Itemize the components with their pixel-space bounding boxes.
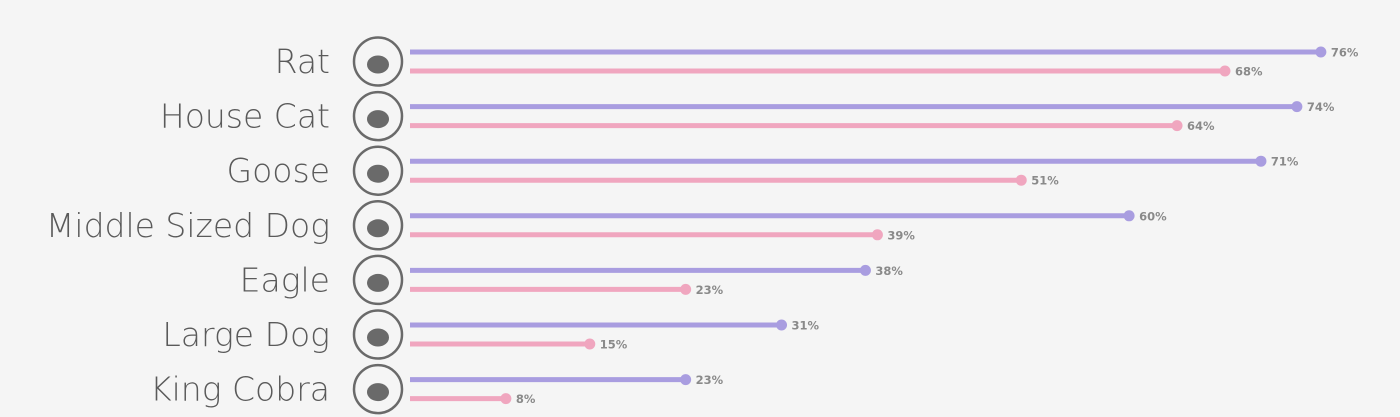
animal-icon-ring bbox=[352, 363, 404, 415]
category-label: Middle Sized Dog bbox=[46, 206, 330, 245]
animal-icon bbox=[367, 55, 389, 74]
animal-icon-ring bbox=[352, 309, 404, 360]
value-label: 15% bbox=[600, 338, 628, 352]
value-label: 51% bbox=[1031, 174, 1059, 188]
animal-icon bbox=[367, 383, 389, 402]
category-label: Rat bbox=[275, 42, 330, 81]
lollipop-dot bbox=[1123, 210, 1135, 222]
value-label: 71% bbox=[1271, 155, 1299, 169]
animal-icon bbox=[367, 328, 389, 347]
category-label: Eagle bbox=[240, 260, 330, 299]
value-label: 23% bbox=[696, 283, 724, 297]
value-label: 31% bbox=[792, 319, 820, 333]
lollipop-dot bbox=[1255, 155, 1267, 167]
lollipop-dot bbox=[680, 283, 692, 295]
lollipop-dot bbox=[871, 229, 883, 241]
lollipop-dot bbox=[1315, 46, 1327, 58]
lollipop-dot bbox=[1171, 120, 1183, 132]
animal-icon bbox=[367, 273, 389, 292]
animal-icon bbox=[367, 164, 389, 183]
category-label: Large Dog bbox=[162, 315, 330, 354]
animal-icon bbox=[367, 219, 389, 238]
value-label: 39% bbox=[887, 228, 915, 242]
value-label: 8% bbox=[516, 392, 536, 406]
value-label: 74% bbox=[1307, 100, 1335, 114]
animal-icon-ring bbox=[352, 200, 404, 251]
value-label: 23% bbox=[696, 373, 724, 387]
animal-icon-ring bbox=[352, 254, 404, 306]
animal-icon-ring bbox=[352, 36, 404, 87]
value-label: 76% bbox=[1331, 46, 1359, 60]
animal-icon-ring bbox=[352, 90, 404, 142]
lollipop-dot bbox=[500, 393, 512, 405]
lollipop-dot bbox=[859, 264, 871, 276]
animal-icon bbox=[367, 110, 389, 129]
value-label: 64% bbox=[1187, 119, 1215, 133]
value-label: 68% bbox=[1235, 65, 1263, 79]
category-label: House Cat bbox=[160, 97, 330, 136]
category-label: Goose bbox=[227, 151, 330, 190]
lollipop-dot bbox=[1291, 101, 1303, 113]
animal-icon-ring bbox=[352, 145, 404, 196]
value-label: 38% bbox=[875, 264, 903, 278]
value-label: 60% bbox=[1139, 209, 1167, 223]
category-label: King Cobra bbox=[150, 370, 330, 409]
lollipop-dot bbox=[1219, 65, 1231, 77]
lollipop-dot bbox=[1015, 174, 1027, 186]
lollipop-dot bbox=[584, 338, 596, 350]
lollipop-dot bbox=[776, 319, 788, 331]
lollipop-dot bbox=[680, 374, 692, 386]
